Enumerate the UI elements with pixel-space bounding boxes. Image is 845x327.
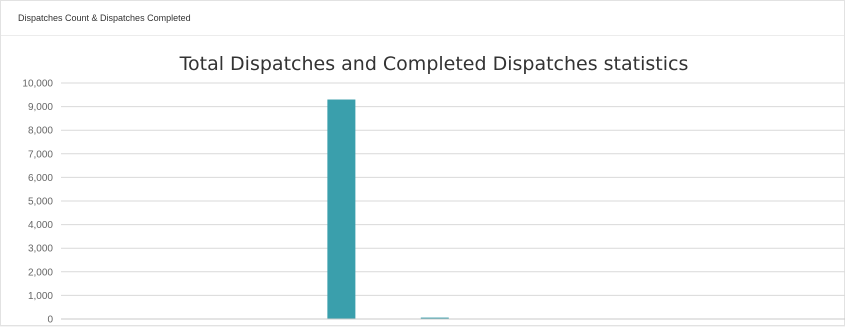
y-tick-label: 3,000 [28, 244, 53, 255]
panel-header: Dispatches Count & Dispatches Completed [1, 1, 844, 36]
y-tick-label: 6,000 [28, 173, 53, 184]
y-tick-label: 5,000 [28, 197, 53, 208]
bar[interactable] [420, 317, 449, 319]
chart-title: Total Dispatches and Completed Dispatche… [179, 53, 689, 75]
gridlines [61, 82, 845, 296]
bar[interactable] [327, 99, 356, 320]
y-tick-label: 10,000 [22, 79, 53, 90]
y-tick-label: 8,000 [28, 126, 53, 137]
panel-title: Dispatches Count & Dispatches Completed [18, 13, 191, 23]
y-tick-label: 1,000 [28, 291, 53, 302]
y-tick-label: 4,000 [28, 220, 53, 231]
y-axis-ticks: 0 1,000 2,000 3,000 4,000 5,000 6,000 7,000 8,00… [22, 79, 53, 326]
y-tick-label: 0 [47, 315, 53, 326]
bars [327, 99, 449, 320]
y-tick-label: 7,000 [28, 149, 53, 160]
y-tick-label: 9,000 [28, 102, 53, 113]
y-tick-label: 2,000 [28, 267, 53, 278]
